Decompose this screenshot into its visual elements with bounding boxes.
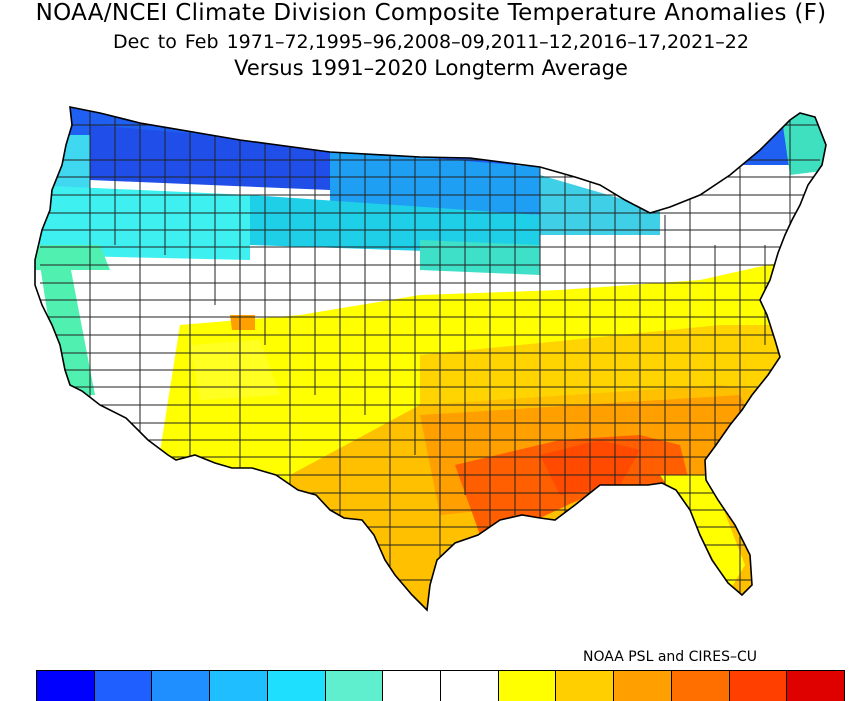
colorbar-swatch — [325, 671, 384, 701]
colorbar-swatch — [614, 671, 672, 701]
colorbar-swatch — [210, 671, 268, 701]
colorbar — [36, 670, 846, 701]
colorbar-swatch — [267, 671, 326, 701]
anomaly-fill — [35, 107, 826, 610]
colorbar-swatch — [498, 671, 557, 701]
colorbar-swatch — [729, 671, 788, 701]
credit-text: NOAA PSL and CIRES–CU — [583, 649, 757, 665]
colorbar-swatch — [37, 671, 95, 701]
us-anomaly-map — [34, 106, 827, 611]
colorbar-swatch — [383, 671, 442, 701]
map-subtitle-years: Dec to Feb 1971–72,1995–96,2008–09,2011–… — [113, 31, 749, 53]
division-boundaries — [40, 107, 820, 610]
map-subtitle-baseline: Versus 1991–2020 Longterm Average — [234, 56, 628, 80]
colorbar-swatch — [787, 671, 846, 701]
colorbar-swatch — [671, 671, 730, 701]
colorbar-swatch — [94, 671, 153, 701]
colorbar-swatch — [556, 671, 615, 701]
colorbar-swatch — [152, 671, 211, 701]
map-title: NOAA/NCEI Climate Division Composite Tem… — [35, 0, 827, 26]
colorbar-swatch — [441, 671, 499, 701]
